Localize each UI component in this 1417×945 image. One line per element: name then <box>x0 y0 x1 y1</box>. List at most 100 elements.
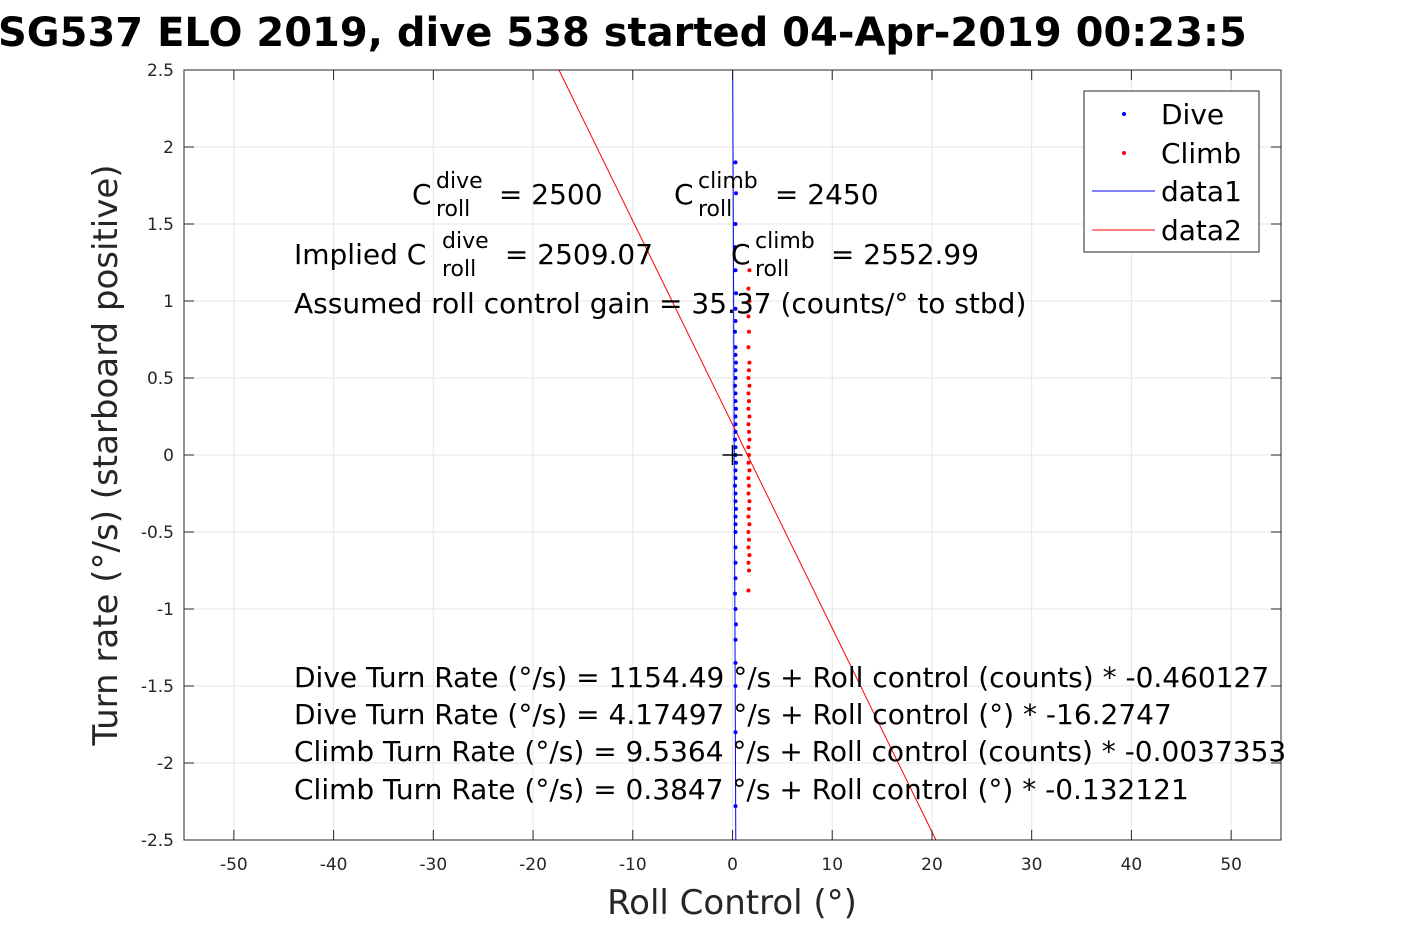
climb-point <box>746 476 751 481</box>
dive-point <box>733 637 738 642</box>
y-tick-label: -1.5 <box>141 677 174 697</box>
x-tick-label: 50 <box>1220 855 1242 875</box>
dive-point <box>733 499 738 504</box>
x-tick-label: -40 <box>320 855 348 875</box>
dive-point <box>733 622 738 627</box>
climb-point <box>747 414 752 419</box>
annotation-implied-dive-value: = 2509.07 <box>496 238 653 271</box>
annotation-gain: Assumed roll control gain = 35.37 (count… <box>294 287 1026 320</box>
dive-point <box>733 368 738 373</box>
y-tick-label: 1 <box>163 292 174 312</box>
data-points <box>732 160 752 809</box>
y-tick-label: 2 <box>163 138 174 158</box>
dive-point <box>733 319 738 324</box>
y-tick-label: 0.5 <box>147 369 174 389</box>
dive-point <box>733 352 738 357</box>
legend-label-data1: data1 <box>1161 175 1242 208</box>
dive-point <box>733 360 738 365</box>
legend-box <box>1083 90 1260 253</box>
legend-label-data2: data2 <box>1161 214 1242 247</box>
y-tick-label: -1 <box>157 600 174 620</box>
climb-point <box>746 286 751 291</box>
dive-point <box>733 576 738 581</box>
annotation-implied-climb-sup: climb <box>755 229 815 254</box>
annotation-crol-climb-prefix: C <box>674 178 694 211</box>
climb-point <box>747 522 752 527</box>
dive-point <box>733 391 738 396</box>
x-tick-label: -50 <box>220 855 248 875</box>
climb-point <box>746 368 751 373</box>
dive-point <box>732 437 737 442</box>
climb-point <box>746 491 751 496</box>
climb-point <box>747 299 752 303</box>
climb-point <box>746 453 751 457</box>
climb-point <box>746 588 751 593</box>
climb-point <box>747 553 752 558</box>
dive-point <box>733 491 738 496</box>
legend: Dive Climb data1 data2 <box>1083 90 1260 253</box>
climb-point <box>746 391 751 396</box>
dive-point <box>733 422 738 427</box>
climb-point <box>746 560 751 565</box>
annotation-equation-4: Climb Turn Rate (°/s) = 0.3847 °/s + Rol… <box>294 773 1189 806</box>
dive-point <box>733 429 738 434</box>
y-tick-label: 2.5 <box>147 61 174 81</box>
climb-point <box>746 376 751 380</box>
dive-point <box>733 514 738 519</box>
annotation-crol-climb-sub: roll <box>698 197 732 222</box>
climb-point <box>747 268 752 273</box>
x-tick-label: 40 <box>1121 855 1143 875</box>
climb-point <box>746 429 751 434</box>
climb-point <box>747 468 752 473</box>
dive-point <box>732 245 737 250</box>
climb-point <box>746 506 751 511</box>
annotation-equation-1: Dive Turn Rate (°/s) = 1154.49 °/s + Rol… <box>294 661 1269 694</box>
x-tick-label: -30 <box>419 855 447 875</box>
dive-point <box>732 591 737 596</box>
annotation-equation-2: Dive Turn Rate (°/s) = 4.17497 °/s + Rol… <box>294 698 1172 731</box>
annotation-equation-3: Climb Turn Rate (°/s) = 9.5364 °/s + Rol… <box>294 735 1286 768</box>
annotation-implied-climb-sub: roll <box>755 257 789 282</box>
x-tick-label: 10 <box>821 855 843 875</box>
annotation-crol-climb-value: = 2450 <box>766 178 879 211</box>
chart-title: SG537 ELO 2019, dive 538 started 04-Apr-… <box>0 10 1247 56</box>
x-tick-label: 30 <box>1021 855 1043 875</box>
climb-point <box>747 383 752 388</box>
dive-point <box>733 560 738 565</box>
dive-point <box>733 530 738 534</box>
annotation-implied-climb-value: = 2552.99 <box>822 238 979 271</box>
climb-point <box>746 530 751 534</box>
x-ticks: -50 -40 -30 -20 -10 0 10 20 30 40 50 <box>220 70 1242 875</box>
y-tick-label: -2 <box>157 754 174 774</box>
climb-point <box>746 568 751 573</box>
climb-point <box>747 499 752 504</box>
x-axis-label: Roll Control (°) <box>607 883 857 923</box>
annotation-implied-dive-sub: roll <box>442 257 476 282</box>
dive-point <box>733 607 738 611</box>
legend-marker-dive <box>1122 112 1126 116</box>
climb-point <box>746 483 751 488</box>
annotation-crol-dive-prefix: C <box>412 178 432 211</box>
dive-point <box>732 383 737 388</box>
dive-point <box>733 399 738 404</box>
dive-point <box>732 483 737 488</box>
y-ticks: -2.5 -2 -1.5 -1 -0.5 0 0.5 1 1.5 2 2.5 <box>141 61 1281 851</box>
dive-point <box>733 730 738 735</box>
climb-point <box>746 422 751 427</box>
dive-point <box>733 306 738 311</box>
annotation-implied-climb-prefix: C <box>731 238 751 271</box>
dive-point <box>733 660 738 665</box>
y-axis-label: Turn rate (°/s) (starboard positive) <box>86 164 126 746</box>
dive-point <box>733 191 738 196</box>
climb-point <box>746 537 751 542</box>
legend-label-dive: Dive <box>1161 98 1224 131</box>
dive-point <box>733 506 738 511</box>
x-tick-label: -20 <box>519 855 547 875</box>
annotation-implied-climb: C climb roll = 2552.99 <box>731 229 979 282</box>
origin-cross <box>722 445 743 465</box>
dive-point <box>733 222 738 226</box>
dive-point <box>733 545 738 550</box>
y-tick-label: -0.5 <box>141 523 174 543</box>
annotation-crol-climb: C climb roll = 2450 <box>674 169 879 222</box>
climb-point <box>746 314 751 319</box>
